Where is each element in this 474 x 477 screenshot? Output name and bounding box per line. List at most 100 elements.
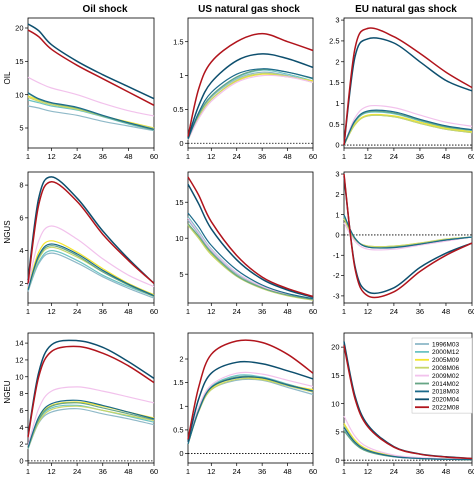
x-tick-label: 12 [47,307,55,316]
y-tick-label: 0 [179,139,183,148]
y-tick-label: 20 [15,24,23,33]
series-line-2020m04 [187,53,314,139]
y-tick-label: 1.5 [329,78,339,87]
series-line-2020m04 [343,37,473,146]
x-tick-label: 1 [186,467,190,476]
y-tick-label: 0 [335,231,339,240]
x-tick-label: 60 [309,467,317,476]
y-tick-label: 2 [335,57,339,66]
x-tick-label: 24 [233,467,241,476]
x-tick-label: 24 [390,467,398,476]
y-tick-label: 2 [335,190,339,199]
row-label-oil: OIL [3,71,12,84]
x-tick-label: 60 [309,307,317,316]
series-line-2009m02 [27,386,155,446]
panel-8: 1 12 24 36 48 60 0 0.5 1 1.5 2 [173,332,317,476]
x-tick-label: 48 [442,307,450,316]
x-tick-label: 1 [26,152,30,161]
y-tick-label: 3 [335,170,339,179]
series-line-2014m02 [27,402,155,449]
legend-label: 2005M09 [432,357,459,364]
series-line-2000m12 [27,249,155,297]
y-tick-label: 10 [15,90,23,99]
series-line-2005m09 [27,240,155,296]
series-line-1996m03 [27,252,155,299]
y-tick-label: 1 [179,71,183,80]
panel-frame [187,332,314,464]
y-tick-label: 1 [335,210,339,219]
x-tick-label: 48 [124,307,132,316]
y-tick-label: 4 [19,246,23,255]
series-line-2022m08 [343,173,473,299]
x-tick-label: 12 [207,307,215,316]
y-tick-label: 0 [335,141,339,150]
x-tick-label: 24 [390,152,398,161]
y-tick-label: 1.5 [173,37,183,46]
series-line-2018m03 [343,109,473,146]
row-label-ngus: NGUS [3,220,12,243]
x-tick-label: 48 [283,467,291,476]
panel-5: 1 12 24 36 48 60 5 10 15 [175,171,317,316]
x-tick-label: 1 [26,307,30,316]
y-tick-label: 20 [331,343,339,352]
series-line-2020m04 [187,360,314,442]
legend-label: 2014M02 [432,381,459,388]
series-line-2018m03 [27,399,155,448]
series-line-2022m08 [187,32,314,137]
series-line-2009m02 [343,104,473,146]
y-tick-label: 0.5 [173,426,183,435]
x-tick-label: 36 [416,467,424,476]
legend-label: 2008M06 [432,365,459,372]
x-tick-label: 48 [283,152,291,161]
series-line-2018m03 [187,68,314,140]
series-line-2009m02 [187,74,314,141]
legend-label: 2020M04 [432,397,459,404]
x-tick-label: 1 [186,152,190,161]
series-line-2018m03 [27,243,155,297]
series-line-2020m04 [27,339,155,436]
x-tick-label: 12 [364,307,372,316]
legend: 1996M032000M122005M092008M062009M022014M… [411,337,473,414]
series-line-2008m06 [343,114,473,146]
x-tick-label: 60 [150,307,158,316]
y-tick-label: 12 [15,356,23,365]
series-line-2022m08 [187,176,314,298]
series-line-2014m02 [187,223,314,300]
y-tick-label: 6 [19,406,23,415]
series-line-2018m03 [27,92,155,130]
y-tick-label: -1 [333,251,340,260]
x-tick-label: 36 [416,307,424,316]
x-tick-label: 12 [364,152,372,161]
y-tick-label: 3 [335,16,339,25]
x-tick-label: 24 [233,152,241,161]
x-tick-label: 60 [150,152,158,161]
y-tick-label: 0 [19,456,23,465]
x-tick-label: 60 [468,307,474,316]
y-tick-label: 2.5 [329,37,339,46]
x-tick-label: 12 [47,152,55,161]
panel-1: 1 12 24 36 48 60 5 10 15 20 [15,17,158,161]
series-line-2009m02 [187,371,314,444]
col-title-oil-shock: Oil shock [82,4,127,15]
legend-label: 2018M03 [432,389,459,396]
panel-frame [187,171,314,304]
y-tick-label: 8 [19,389,23,398]
x-tick-label: 24 [73,467,81,476]
x-tick-label: 1 [342,152,346,161]
y-tick-label: 2 [19,279,23,288]
x-tick-label: 24 [73,152,81,161]
series-line-2022m08 [27,29,155,106]
series-line-2018m03 [187,212,314,300]
y-tick-label: 1 [179,402,183,411]
panel-frame [27,171,155,304]
series-line-2022m08 [343,345,473,460]
series-line-2022m08 [27,345,155,438]
y-tick-label: 0.5 [329,120,339,129]
x-tick-label: 36 [416,152,424,161]
y-tick-label: 2 [19,440,23,449]
y-tick-label: 10 [175,234,183,243]
series-line-2018m03 [343,214,473,249]
